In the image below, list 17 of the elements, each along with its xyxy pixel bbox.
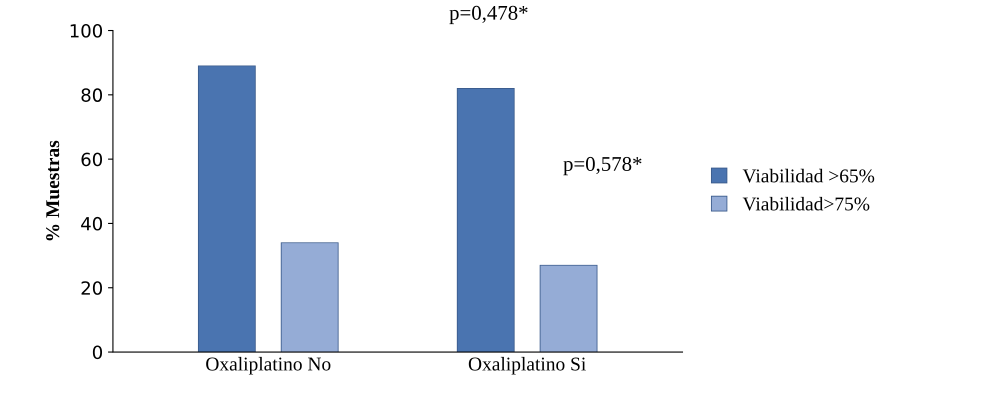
bar bbox=[540, 264, 598, 352]
bar bbox=[456, 88, 515, 352]
y-tick-label: 80 bbox=[81, 88, 102, 102]
text: p=0,478* bbox=[449, 6, 528, 24]
y-tick-label: 40 bbox=[81, 216, 102, 231]
bar bbox=[280, 242, 339, 352]
annotation: p=0,578* bbox=[563, 156, 642, 176]
y-tick-label: 60 bbox=[81, 152, 102, 166]
x-tick-label: Oxaliplatino Si bbox=[468, 356, 586, 375]
y-tick-label: 0 bbox=[92, 346, 102, 360]
bar bbox=[198, 65, 256, 352]
legend-label: Viabilidad >65% bbox=[742, 168, 874, 183]
y-tick-label: 20 bbox=[82, 281, 102, 295]
y-tick-label: 100 bbox=[70, 24, 102, 38]
x-tick-label: Oxaliplatino No bbox=[206, 356, 330, 375]
y-axis-title: % Muestras bbox=[46, 140, 60, 240]
legend-label: Viabilidad>75% bbox=[742, 196, 870, 211]
